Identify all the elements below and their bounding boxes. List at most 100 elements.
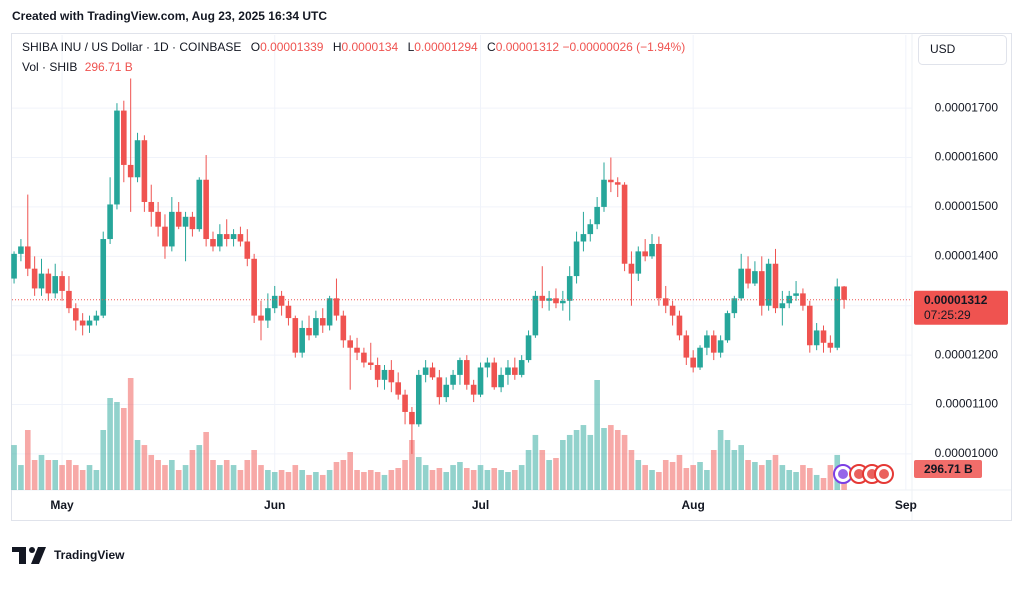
candle-body <box>347 340 353 348</box>
volume-bar <box>690 465 696 490</box>
candle-body <box>772 263 779 309</box>
candle-body <box>800 293 806 306</box>
candle-body <box>155 211 161 227</box>
volume-bar <box>237 470 244 490</box>
candle-body <box>553 298 559 304</box>
candle-body <box>265 308 271 321</box>
candle-body <box>175 211 182 227</box>
volume-bar <box>450 465 456 490</box>
volume-name: Vol · SHIB <box>22 60 77 74</box>
volume-bar <box>388 470 395 490</box>
volume-bar <box>175 470 182 490</box>
volume-bar <box>319 474 326 490</box>
candle-body <box>72 308 79 321</box>
candle-body <box>765 263 772 306</box>
candle-body <box>470 384 477 395</box>
volume-bar <box>45 460 52 490</box>
volume-bar <box>745 460 751 490</box>
volume-bar <box>772 454 779 490</box>
volume-bar <box>717 430 724 490</box>
volume-bar <box>422 465 429 490</box>
candle-body <box>182 216 189 227</box>
volume-bar <box>251 450 257 490</box>
volume-bar <box>340 460 347 490</box>
volume-bar <box>141 445 148 490</box>
candle-body <box>608 179 614 183</box>
event-icon-fill <box>838 469 848 479</box>
candle-body <box>704 335 710 348</box>
volume-bar <box>601 428 607 490</box>
price-badge-value: 0.00001312 <box>924 293 988 307</box>
y-tick-label: 0.00001400 <box>935 248 999 262</box>
volume-bar <box>669 462 676 490</box>
volume-bar <box>793 472 799 490</box>
watermark: Created with TradingView.com, Aug 23, 20… <box>12 9 327 23</box>
candle-body <box>18 246 24 254</box>
volume-bar <box>539 450 546 490</box>
candle-body <box>11 253 17 279</box>
candle-body <box>518 360 525 375</box>
volume-bar <box>278 470 285 490</box>
volume-bar <box>635 460 642 490</box>
candle-body <box>100 239 107 316</box>
open-value: 0.00001339 <box>260 40 324 54</box>
volume-bar <box>326 470 333 490</box>
candle-body <box>656 243 662 299</box>
candle-body <box>93 315 100 321</box>
volume-bar <box>182 465 189 490</box>
volume-bar <box>79 470 86 490</box>
candle-body <box>745 268 751 284</box>
y-tick-label: 0.00001700 <box>935 100 999 114</box>
volume-bar <box>59 465 65 490</box>
ohlc-label: H <box>333 40 342 54</box>
volume-bar <box>24 430 31 490</box>
candle-body <box>738 268 744 299</box>
x-tick-label: Jun <box>264 498 285 512</box>
candle-body <box>436 377 443 398</box>
currency-label[interactable]: USD <box>930 42 956 56</box>
volume-bar <box>484 470 491 490</box>
legend-ohlc: SHIBA INU / US Dollar · 1D · COINBASE O0… <box>22 40 685 54</box>
symbol-title: SHIBA INU / US Dollar · 1D · COINBASE <box>22 40 241 54</box>
volume-bar <box>806 468 813 490</box>
currency-button[interactable] <box>918 35 1007 65</box>
candle-body <box>230 234 237 240</box>
high-value: 0.0000134 <box>342 40 399 54</box>
candle-body <box>827 342 834 348</box>
volume-bar <box>573 430 580 490</box>
volume-bar <box>402 460 408 490</box>
volume-bar <box>518 465 525 490</box>
y-tick-label: 0.00001000 <box>935 446 999 460</box>
logo-shape <box>31 547 46 564</box>
volume-bar <box>704 470 710 490</box>
price-badge-countdown: 07:25:29 <box>924 308 971 322</box>
candle-body <box>210 239 216 247</box>
volume-bar <box>683 468 690 490</box>
volume-bar <box>498 470 504 490</box>
volume-bar <box>107 398 113 490</box>
volume-bar <box>299 470 305 490</box>
candle-body <box>333 298 340 316</box>
volume-bar <box>367 470 374 490</box>
volume-bar <box>271 472 278 490</box>
volume-bar <box>614 430 621 490</box>
candle-body <box>649 243 655 257</box>
candle-body <box>683 335 690 358</box>
volume-bar <box>532 434 539 490</box>
price-badge <box>914 290 1008 325</box>
candle-body <box>38 273 45 289</box>
volume-bar <box>608 425 614 490</box>
candle-body <box>381 369 388 380</box>
ohlc-label: C <box>487 40 496 54</box>
volume-bar <box>566 434 573 490</box>
candle-body <box>697 347 703 368</box>
candle-body <box>628 263 635 274</box>
volume-bar <box>100 430 107 490</box>
volume-bar <box>710 450 717 490</box>
candle-body <box>189 216 196 230</box>
candle-body <box>820 330 827 343</box>
candle-body <box>594 206 600 225</box>
candle-body <box>141 140 148 202</box>
candle-body <box>717 340 724 353</box>
candle-body <box>505 367 511 375</box>
